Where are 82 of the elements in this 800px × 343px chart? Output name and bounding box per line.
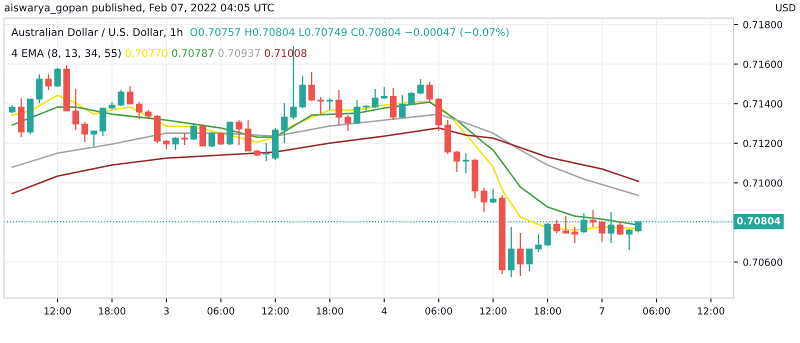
candlestick (172, 136, 179, 151)
candlestick (562, 215, 570, 234)
line-series (11, 127, 640, 194)
y-axis-title: USD (776, 4, 796, 12)
line-series (11, 113, 640, 196)
text: 0.70787 (172, 49, 214, 58)
candlestick (244, 119, 252, 152)
candlestick (553, 219, 560, 234)
candlestick (326, 98, 334, 111)
x-tick-label: 7 (600, 307, 604, 314)
text: 0.70770 (126, 49, 168, 58)
candlestick (598, 220, 606, 243)
candlestick (299, 76, 306, 109)
x-tick-label: 12:00 (44, 307, 71, 315)
candlestick (380, 86, 388, 100)
candlestick (608, 211, 614, 244)
candlestick (54, 67, 61, 88)
x-tick-label: 18:00 (534, 307, 561, 315)
candlestick (208, 131, 216, 148)
candlestick (590, 209, 596, 228)
x-tick-label: 06:00 (208, 307, 234, 315)
candlestick (490, 188, 496, 204)
candlestick (100, 107, 106, 137)
candlestick (417, 78, 424, 95)
y-tick-label: 0.70600 (743, 258, 782, 266)
x-tick-label: 12:00 (262, 307, 289, 315)
candlestick (81, 121, 88, 143)
candlestick (336, 89, 342, 126)
candlestick (236, 119, 242, 146)
x-tick-label: 06:00 (425, 307, 452, 315)
x-tick-label: 18:00 (316, 307, 344, 315)
x-tick-label: 4 (382, 307, 387, 314)
annotation: 4 EMA (8, 13, 34, 55) (12, 48, 121, 58)
ref-line-label: 0.70804 (736, 217, 780, 224)
candlestick (45, 74, 52, 91)
x-tick-label: 18:00 (99, 307, 126, 315)
candlestick (36, 74, 43, 104)
candlestick (616, 220, 624, 236)
candlestick (226, 121, 234, 146)
candlestick (72, 88, 79, 131)
candlestick (317, 96, 324, 116)
x-tick-label: 12:00 (480, 307, 506, 315)
y-tick-label: 0.71800 (743, 20, 782, 28)
candlestick (199, 123, 206, 147)
candlestick (90, 130, 98, 147)
candlestick (408, 91, 415, 106)
candlestick (118, 89, 124, 107)
candlestick (571, 226, 578, 244)
candlestick (517, 232, 524, 277)
candlestick (308, 71, 315, 102)
candlestick (399, 94, 406, 119)
text: O0.70757 H0.70804 L0.70749 C0.70804 −0.00047 (−0.07%) (190, 28, 509, 38)
candlestick (480, 187, 488, 213)
text: Australian Dollar / U.S. Dollar, 1h (11, 28, 182, 38)
y-tick-label: 0.71600 (743, 60, 782, 68)
y-tick-label: 0.71400 (743, 100, 782, 108)
candlestick (454, 150, 460, 173)
y-tick-label: 0.71000 (743, 179, 782, 187)
candlestick (535, 234, 542, 253)
candlestick (136, 101, 143, 120)
text: 0.70937 (218, 49, 260, 58)
candlestick (462, 152, 470, 174)
candlestick (190, 122, 197, 141)
candlestick (218, 131, 224, 146)
candlestick (144, 109, 152, 120)
candlestick (526, 248, 533, 272)
x-tick-label: 3 (164, 307, 169, 315)
candlestick (354, 100, 360, 125)
x-tick-label: 06:00 (643, 307, 670, 315)
candlestick (626, 228, 633, 251)
candlestick (262, 142, 270, 162)
candlestick (281, 102, 288, 144)
y-tick-label: 0.71200 (743, 140, 782, 148)
text: aiswarya_gopan published, Feb 07, 2022 04:05 UTC (4, 3, 274, 14)
candlestick (344, 114, 352, 132)
candlestick (390, 87, 397, 121)
candlestick (126, 85, 134, 105)
candlestick (372, 88, 378, 109)
candlestick (426, 81, 433, 102)
x-tick-label: 12:00 (698, 307, 724, 315)
candlestick (508, 226, 515, 278)
candlestick (181, 132, 188, 146)
